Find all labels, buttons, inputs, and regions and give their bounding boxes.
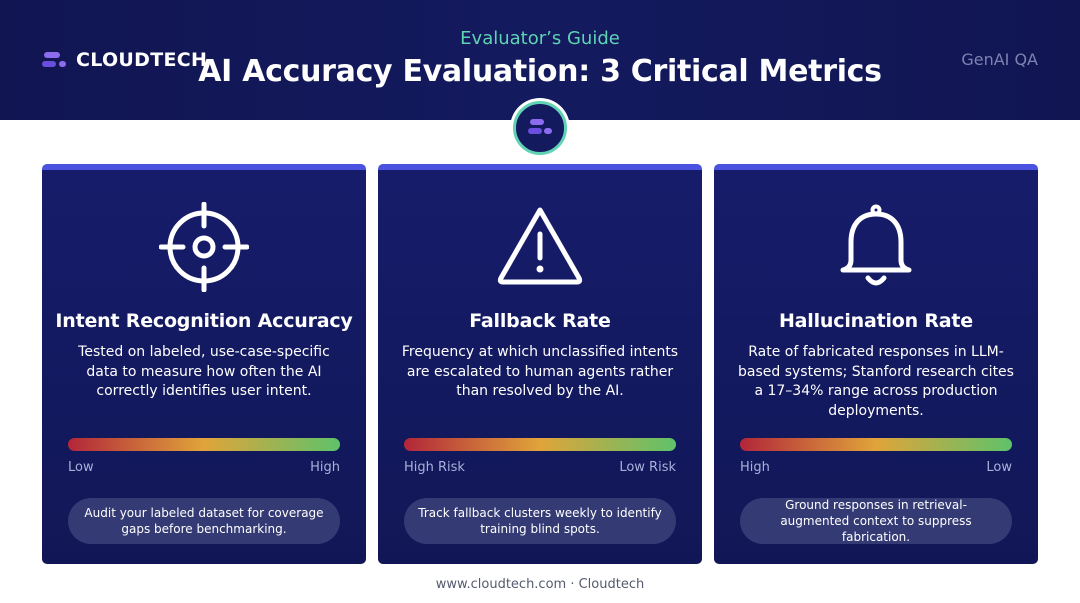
gradient-scale-bar (68, 438, 340, 451)
tip-pill: Ground responses in retrieval-augmented … (740, 498, 1012, 544)
center-logo-badge-icon (513, 101, 567, 155)
scale-label-right: Low Risk (619, 460, 676, 475)
warning-triangle-icon (378, 202, 702, 288)
brand-logo[interactable]: CLOUDTECH (42, 48, 207, 72)
metric-card-fallback-rate: Fallback Rate Frequency at which unclass… (378, 164, 702, 564)
category-tag: GenAI QA (961, 50, 1038, 69)
tip-pill: Audit your labeled dataset for coverage … (68, 498, 340, 544)
page-title: AI Accuracy Evaluation: 3 Critical Metri… (198, 54, 882, 89)
scale-label-left: High Risk (404, 460, 465, 475)
gradient-scale-bar (740, 438, 1012, 451)
card-title: Intent Recognition Accuracy (55, 310, 353, 332)
card-title: Hallucination Rate (778, 310, 973, 332)
tip-pill: Track fallback clusters weekly to identi… (404, 498, 676, 544)
footer-url[interactable]: www.cloudtech.com · Cloudtech (435, 577, 645, 592)
card-description: Tested on labeled, use-case-specific dat… (78, 344, 330, 399)
crosshair-target-icon (42, 202, 366, 292)
metric-card-intent-recognition: Intent Recognition Accuracy Tested on la… (42, 164, 366, 564)
bell-icon (714, 202, 1038, 288)
scale-label-left: Low (68, 460, 94, 475)
brand-name: CLOUDTECH (76, 49, 208, 71)
scale-label-right: High (310, 460, 340, 475)
scale-label-left: High (740, 460, 770, 475)
card-title: Fallback Rate (469, 310, 611, 332)
cloudtech-logo-icon (42, 50, 70, 70)
card-description: Frequency at which unclassified intents … (401, 344, 679, 399)
metric-card-hallucination-rate: Hallucination Rate Rate of fabricated re… (714, 164, 1038, 564)
scale-label-right: Low (986, 460, 1012, 475)
page-kicker: Evaluator’s Guide (460, 28, 620, 49)
card-description: Rate of fabricated responses in LLM-base… (738, 344, 1014, 419)
header-banner: CLOUDTECH Evaluator’s Guide AI Accuracy … (0, 0, 1080, 120)
gradient-scale-bar (404, 438, 676, 451)
